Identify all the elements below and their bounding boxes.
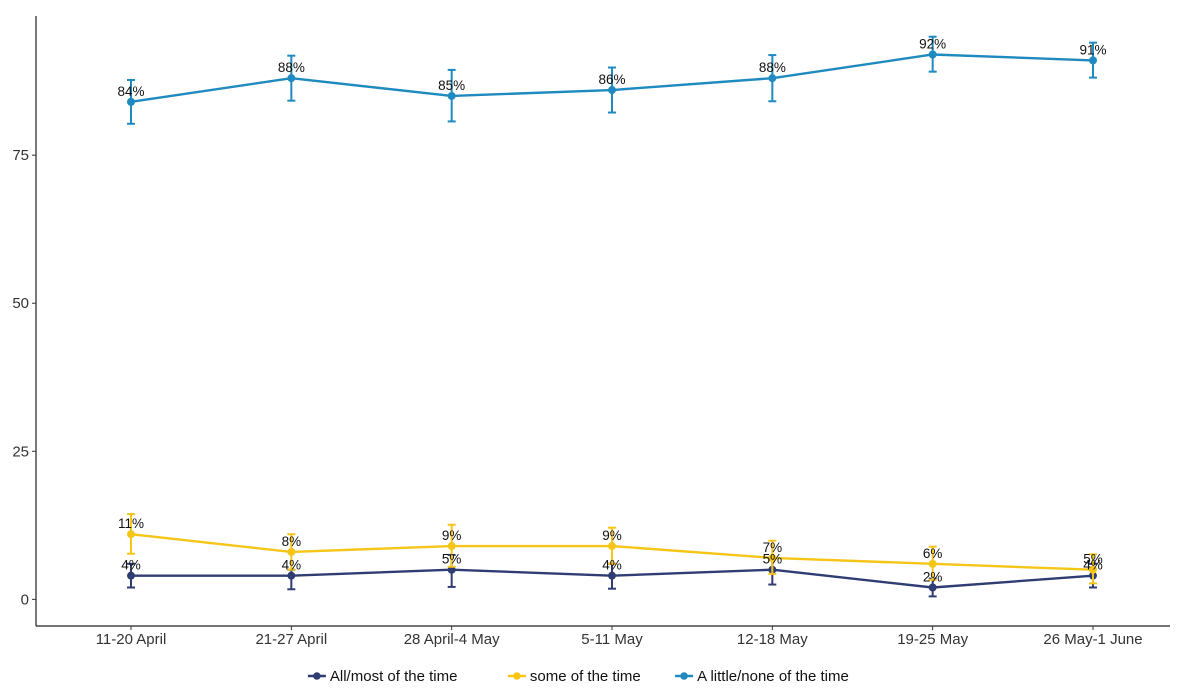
x-tick-label: 21-27 April xyxy=(255,631,327,648)
y-tick-label: 75 xyxy=(12,147,29,164)
data-point xyxy=(768,74,777,83)
data-label: 92% xyxy=(919,36,946,51)
series-layer xyxy=(127,35,1097,598)
data-point xyxy=(287,571,296,580)
data-point xyxy=(608,86,616,95)
legend-label: some of the time xyxy=(530,668,641,685)
data-label: 9% xyxy=(602,528,622,543)
legend-key-point xyxy=(513,672,521,680)
data-label: 5% xyxy=(763,552,783,567)
legend-item-0: All/most of the time xyxy=(307,668,458,685)
data-label: 4% xyxy=(602,558,622,573)
data-label: 4% xyxy=(121,558,141,573)
legend-key-point xyxy=(680,672,688,680)
data-label: 4% xyxy=(282,558,302,573)
x-tick-label: 19-25 May xyxy=(897,631,968,648)
data-label: 4% xyxy=(1083,558,1103,573)
data-label: 6% xyxy=(923,546,943,561)
data-point xyxy=(608,542,616,551)
data-label: 91% xyxy=(1079,42,1106,57)
data-point xyxy=(928,50,937,59)
data-point xyxy=(447,91,456,100)
data-label: 88% xyxy=(278,60,305,75)
y-tick-label: 25 xyxy=(12,443,29,460)
series-2 xyxy=(127,35,1097,125)
data-label: 85% xyxy=(438,78,465,93)
data-point xyxy=(127,97,135,106)
data-label: 9% xyxy=(442,528,462,543)
x-tick-label: 26 May-1 June xyxy=(1043,631,1142,648)
y-tick-label: 0 xyxy=(21,591,29,608)
data-point xyxy=(287,74,296,83)
data-point xyxy=(928,583,937,592)
data-label: 5% xyxy=(442,552,462,567)
data-label: 84% xyxy=(117,84,144,99)
data-labels-layer: 4% 4% 5% 4% 5%2%4%11%8% 9% 9%7% 6% 5%84%88%85% 86… xyxy=(117,36,1106,584)
data-label: 7% xyxy=(763,540,783,555)
legend-key-point xyxy=(313,672,321,680)
data-label: 86% xyxy=(598,72,625,87)
data-label: 2% xyxy=(923,570,943,585)
x-tick-label: 11-20 April xyxy=(96,631,167,648)
x-tick-label: 5-11 May xyxy=(581,631,643,648)
legend-item-2: A little/none of the time xyxy=(675,668,849,685)
legend: All/most of the time some of the time A li… xyxy=(307,668,849,685)
data-point xyxy=(1089,56,1097,65)
axes-layer: 0 25 50 75 11-20 April 21-27 April 28 April-4 … xyxy=(12,16,1170,648)
y-tick-label: 50 xyxy=(12,295,29,312)
legend-label: All/most of the time xyxy=(330,668,458,685)
data-point xyxy=(287,547,296,556)
legend-item-1: some of the time xyxy=(507,668,641,685)
data-label: 8% xyxy=(282,534,302,549)
data-point xyxy=(127,530,135,539)
data-point xyxy=(928,559,937,568)
data-label: 88% xyxy=(759,60,786,75)
data-point xyxy=(447,542,456,551)
data-point xyxy=(768,553,777,562)
x-tick-label: 12-18 May xyxy=(737,631,808,648)
data-label: 11% xyxy=(118,516,144,531)
legend-label: A little/none of the time xyxy=(697,668,849,685)
data-point xyxy=(127,571,135,580)
data-point xyxy=(1089,565,1097,574)
x-tick-label: 28 April-4 May xyxy=(404,631,500,648)
data-label: 5% xyxy=(1083,552,1103,567)
data-point xyxy=(608,571,616,580)
series-1 xyxy=(127,513,1097,585)
